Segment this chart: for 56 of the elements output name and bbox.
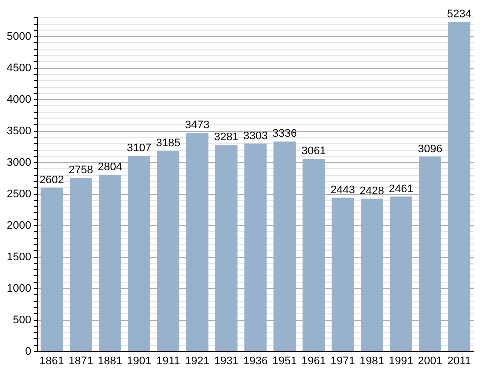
x-tick-label: 1911 xyxy=(156,355,180,368)
bar xyxy=(157,151,180,352)
x-tick-label: 1861 xyxy=(40,355,64,368)
data-label: 2428 xyxy=(360,185,384,198)
y-tick-label: 500 xyxy=(13,314,32,326)
y-tick-label: 1500 xyxy=(6,251,32,264)
data-label: 3107 xyxy=(127,142,152,155)
y-tick-label: 5000 xyxy=(6,30,32,43)
x-tick-label: 1991 xyxy=(389,355,414,368)
data-label: 3281 xyxy=(214,132,239,144)
x-tick-label: 1901 xyxy=(127,355,152,368)
data-label: 2443 xyxy=(330,184,356,196)
x-tick-label: 1936 xyxy=(243,355,268,368)
bar xyxy=(332,198,354,352)
bar xyxy=(99,175,122,352)
bar xyxy=(128,156,150,352)
y-tick-label: 2000 xyxy=(6,220,32,232)
x-tick-label: 1871 xyxy=(68,355,94,368)
bar xyxy=(216,145,238,352)
data-label: 2758 xyxy=(68,164,94,177)
bar xyxy=(448,22,471,352)
bar xyxy=(419,156,442,352)
x-tick-label: 2001 xyxy=(418,355,443,368)
y-tick-label: 3500 xyxy=(6,125,32,138)
x-tick-label: 1931 xyxy=(214,355,239,368)
data-label: 3473 xyxy=(185,120,210,132)
data-label: 2461 xyxy=(389,183,414,196)
bar xyxy=(186,133,209,352)
x-tick-label: 1881 xyxy=(98,355,122,368)
y-tick-label: 2500 xyxy=(6,188,32,200)
bar xyxy=(244,144,267,352)
data-label: 2602 xyxy=(40,174,64,186)
x-tick-label: 1971 xyxy=(330,355,356,368)
data-label: 2804 xyxy=(98,162,122,174)
x-tick-label: 1981 xyxy=(360,355,384,368)
x-tick-label: 1961 xyxy=(302,355,326,368)
data-label: 3336 xyxy=(272,128,298,140)
bar xyxy=(302,159,326,352)
data-label: 3185 xyxy=(156,138,181,150)
bar xyxy=(40,188,64,352)
data-label: 3061 xyxy=(302,146,326,158)
data-label: 5234 xyxy=(447,8,472,21)
y-tick-label: 4000 xyxy=(6,94,32,106)
x-tick-label: 1951 xyxy=(272,355,298,368)
y-tick-label: 4500 xyxy=(6,62,32,74)
bar xyxy=(390,196,412,352)
data-label: 3303 xyxy=(243,130,268,142)
bar xyxy=(361,198,384,352)
y-tick-label: 1000 xyxy=(6,282,32,295)
bar xyxy=(274,142,296,352)
bar xyxy=(70,178,92,352)
y-tick-label: 3000 xyxy=(6,156,32,169)
y-tick-label: 0 xyxy=(25,346,32,358)
x-tick-label: 1921 xyxy=(185,355,210,368)
data-label: 3096 xyxy=(418,143,443,156)
x-tick-label: 2011 xyxy=(448,355,472,368)
